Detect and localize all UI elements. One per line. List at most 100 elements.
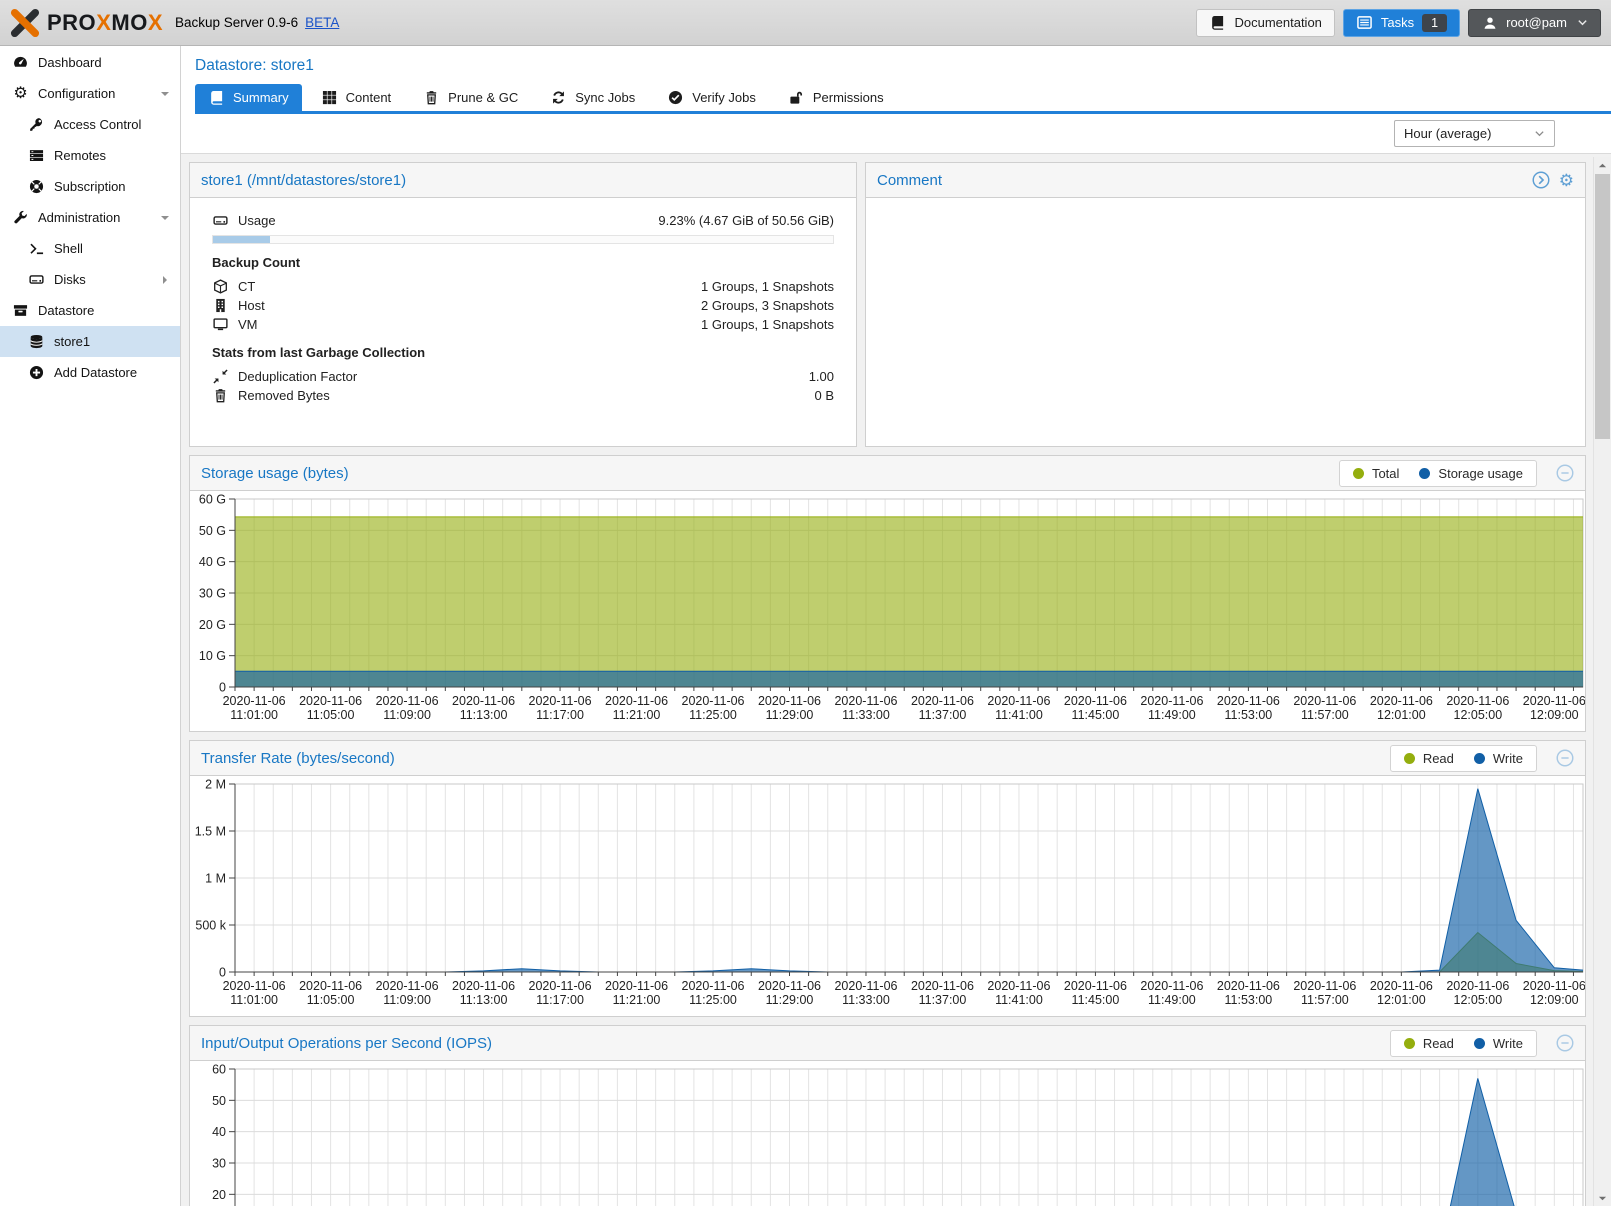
sidebar-item-access-control[interactable]: Access Control bbox=[0, 109, 180, 140]
page-title: Datastore: store1 bbox=[195, 57, 314, 74]
collapse-caret-icon[interactable] bbox=[160, 213, 170, 223]
chevron-down-icon bbox=[1534, 128, 1545, 139]
tab-content[interactable]: Content bbox=[308, 84, 405, 111]
vertical-scrollbar[interactable] bbox=[1593, 157, 1611, 1206]
svg-text:2020-11-06: 2020-11-06 bbox=[529, 694, 592, 708]
scroll-down-arrow[interactable] bbox=[1594, 1190, 1611, 1206]
legend-item-read[interactable]: Read bbox=[1403, 1036, 1454, 1051]
time-range-select[interactable]: Hour (average) bbox=[1394, 120, 1555, 147]
svg-text:2020-11-06: 2020-11-06 bbox=[911, 694, 974, 708]
legend-item-write[interactable]: Write bbox=[1473, 751, 1523, 766]
legend-dot-icon bbox=[1352, 467, 1364, 479]
sidebar-item-configuration[interactable]: ⚙ Configuration bbox=[0, 78, 180, 109]
tasks-button[interactable]: Tasks 1 bbox=[1342, 8, 1461, 37]
svg-text:2020-11-06: 2020-11-06 bbox=[1064, 979, 1127, 993]
backup-vm-label: VM bbox=[238, 317, 258, 332]
legend-item-read[interactable]: Read bbox=[1403, 751, 1454, 766]
removed-bytes-row: Removed Bytes 0 B bbox=[212, 386, 834, 405]
svg-text:2020-11-06: 2020-11-06 bbox=[1064, 694, 1127, 708]
sidebar-item-store1[interactable]: store1 bbox=[0, 326, 180, 357]
building-icon bbox=[212, 298, 229, 314]
svg-text:11:33:00: 11:33:00 bbox=[842, 708, 890, 722]
chart-canvas-input-output-operations-per-second-iops: 01020304050602020-11-0611:01:002020-11-0… bbox=[212, 1063, 1584, 1206]
usage-row: Usage 9.23% (4.67 GiB of 50.56 GiB) bbox=[212, 211, 834, 230]
svg-text:2020-11-06: 2020-11-06 bbox=[1217, 979, 1280, 993]
tab-sync-jobs[interactable]: Sync Jobs bbox=[537, 84, 648, 111]
svg-text:12:01:00: 12:01:00 bbox=[1377, 993, 1426, 1007]
legend-item-write[interactable]: Write bbox=[1473, 1036, 1523, 1051]
svg-text:10 G: 10 G bbox=[199, 649, 226, 663]
main-header: Datastore: store1 Summary Content Prune & … bbox=[181, 46, 1611, 114]
tab-bar: Summary Content Prune & GC Sync Jobs Verify … bbox=[195, 84, 1611, 114]
collapse-chart-icon[interactable] bbox=[1556, 749, 1574, 767]
backup-host-row: Host 2 Groups, 3 Snapshots bbox=[212, 296, 834, 315]
svg-text:2020-11-06: 2020-11-06 bbox=[987, 694, 1050, 708]
legend-label: Total bbox=[1371, 465, 1400, 481]
expand-caret-icon[interactable] bbox=[160, 275, 170, 285]
collapse-caret-icon[interactable] bbox=[160, 89, 170, 99]
sidebar-item-disks[interactable]: Disks bbox=[0, 264, 180, 295]
backup-vm-row: VM 1 Groups, 1 Snapshots bbox=[212, 315, 834, 334]
top-bar: PROXMOX Backup Server 0.9-6 BETA Documen… bbox=[0, 0, 1611, 46]
sidebar-item-label: Remotes bbox=[54, 148, 107, 163]
gc-stats-heading: Stats from last Garbage Collection bbox=[212, 345, 426, 360]
gear-icon[interactable]: ⚙ bbox=[1558, 170, 1574, 190]
book-icon bbox=[208, 89, 225, 105]
tab-permissions[interactable]: Permissions bbox=[775, 84, 897, 111]
svg-text:2020-11-06: 2020-11-06 bbox=[682, 694, 745, 708]
expand-comment-icon[interactable] bbox=[1532, 171, 1550, 189]
svg-text:11:57:00: 11:57:00 bbox=[1301, 993, 1349, 1007]
collapse-chart-icon[interactable] bbox=[1556, 464, 1574, 482]
sidebar-item-datastore[interactable]: Datastore bbox=[0, 295, 180, 326]
beta-link[interactable]: BETA bbox=[305, 15, 340, 30]
legend-item-storage-usage[interactable]: Storage usage bbox=[1419, 466, 1523, 481]
sidebar-item-add-datastore[interactable]: Add Datastore bbox=[0, 357, 180, 388]
sidebar-item-label: Disks bbox=[54, 272, 86, 287]
backup-ct-label: CT bbox=[238, 279, 256, 294]
svg-text:2020-11-06: 2020-11-06 bbox=[1217, 694, 1280, 708]
legend-dot-icon bbox=[1403, 752, 1415, 764]
svg-text:1.5 M: 1.5 M bbox=[195, 825, 226, 839]
scrollbar-thumb[interactable] bbox=[1595, 174, 1610, 439]
tab-verify-jobs[interactable]: Verify Jobs bbox=[654, 84, 769, 111]
svg-text:11:17:00: 11:17:00 bbox=[536, 708, 584, 722]
svg-text:11:13:00: 11:13:00 bbox=[460, 993, 508, 1007]
sidebar-item-remotes[interactable]: Remotes bbox=[0, 140, 180, 171]
scroll-up-arrow[interactable] bbox=[1594, 157, 1611, 173]
svg-text:11:09:00: 11:09:00 bbox=[383, 708, 431, 722]
user-icon bbox=[1481, 15, 1498, 31]
chart-header: Storage usage (bytes) Total Storage usage bbox=[190, 456, 1585, 491]
sidebar-item-administration[interactable]: Administration bbox=[0, 202, 180, 233]
usage-progress-fill bbox=[213, 236, 271, 243]
svg-text:30 G: 30 G bbox=[199, 587, 226, 601]
user-menu-button[interactable]: root@pam bbox=[1468, 8, 1601, 37]
svg-text:2020-11-06: 2020-11-06 bbox=[758, 979, 821, 993]
legend-item-total[interactable]: Total bbox=[1352, 465, 1400, 481]
content-area: store1 (/mnt/datastores/store1) Usage 9.2… bbox=[181, 154, 1611, 1206]
sidebar-item-dashboard[interactable]: Dashboard bbox=[0, 47, 180, 78]
svg-text:2020-11-06: 2020-11-06 bbox=[1446, 979, 1509, 993]
tab-prune-gc[interactable]: Prune & GC bbox=[410, 84, 531, 111]
collapse-chart-icon[interactable] bbox=[1556, 1034, 1574, 1052]
removed-bytes-label: Removed Bytes bbox=[238, 388, 330, 403]
documentation-button[interactable]: Documentation bbox=[1196, 8, 1335, 37]
svg-text:11:01:00: 11:01:00 bbox=[230, 993, 278, 1007]
sidebar-item-shell[interactable]: Shell bbox=[0, 233, 180, 264]
main-region: Datastore: store1 Summary Content Prune & … bbox=[181, 46, 1611, 1206]
comment-panel: Comment ⚙ bbox=[865, 162, 1586, 447]
svg-text:2020-11-06: 2020-11-06 bbox=[376, 694, 439, 708]
svg-text:2020-11-06: 2020-11-06 bbox=[605, 979, 668, 993]
legend-dot-icon bbox=[1419, 467, 1431, 479]
cube-icon bbox=[212, 279, 229, 295]
tab-label: Verify Jobs bbox=[692, 89, 756, 105]
comment-content[interactable] bbox=[866, 198, 1585, 218]
chevron-down-icon bbox=[1577, 17, 1588, 28]
tab-summary[interactable]: Summary bbox=[195, 84, 302, 111]
tab-label: Summary bbox=[233, 89, 289, 105]
sidebar-item-subscription[interactable]: Subscription bbox=[0, 171, 180, 202]
svg-text:2020-11-06: 2020-11-06 bbox=[529, 979, 592, 993]
tab-label: Content bbox=[345, 89, 392, 105]
svg-text:2020-11-06: 2020-11-06 bbox=[1370, 694, 1433, 708]
svg-text:2020-11-06: 2020-11-06 bbox=[987, 979, 1050, 993]
